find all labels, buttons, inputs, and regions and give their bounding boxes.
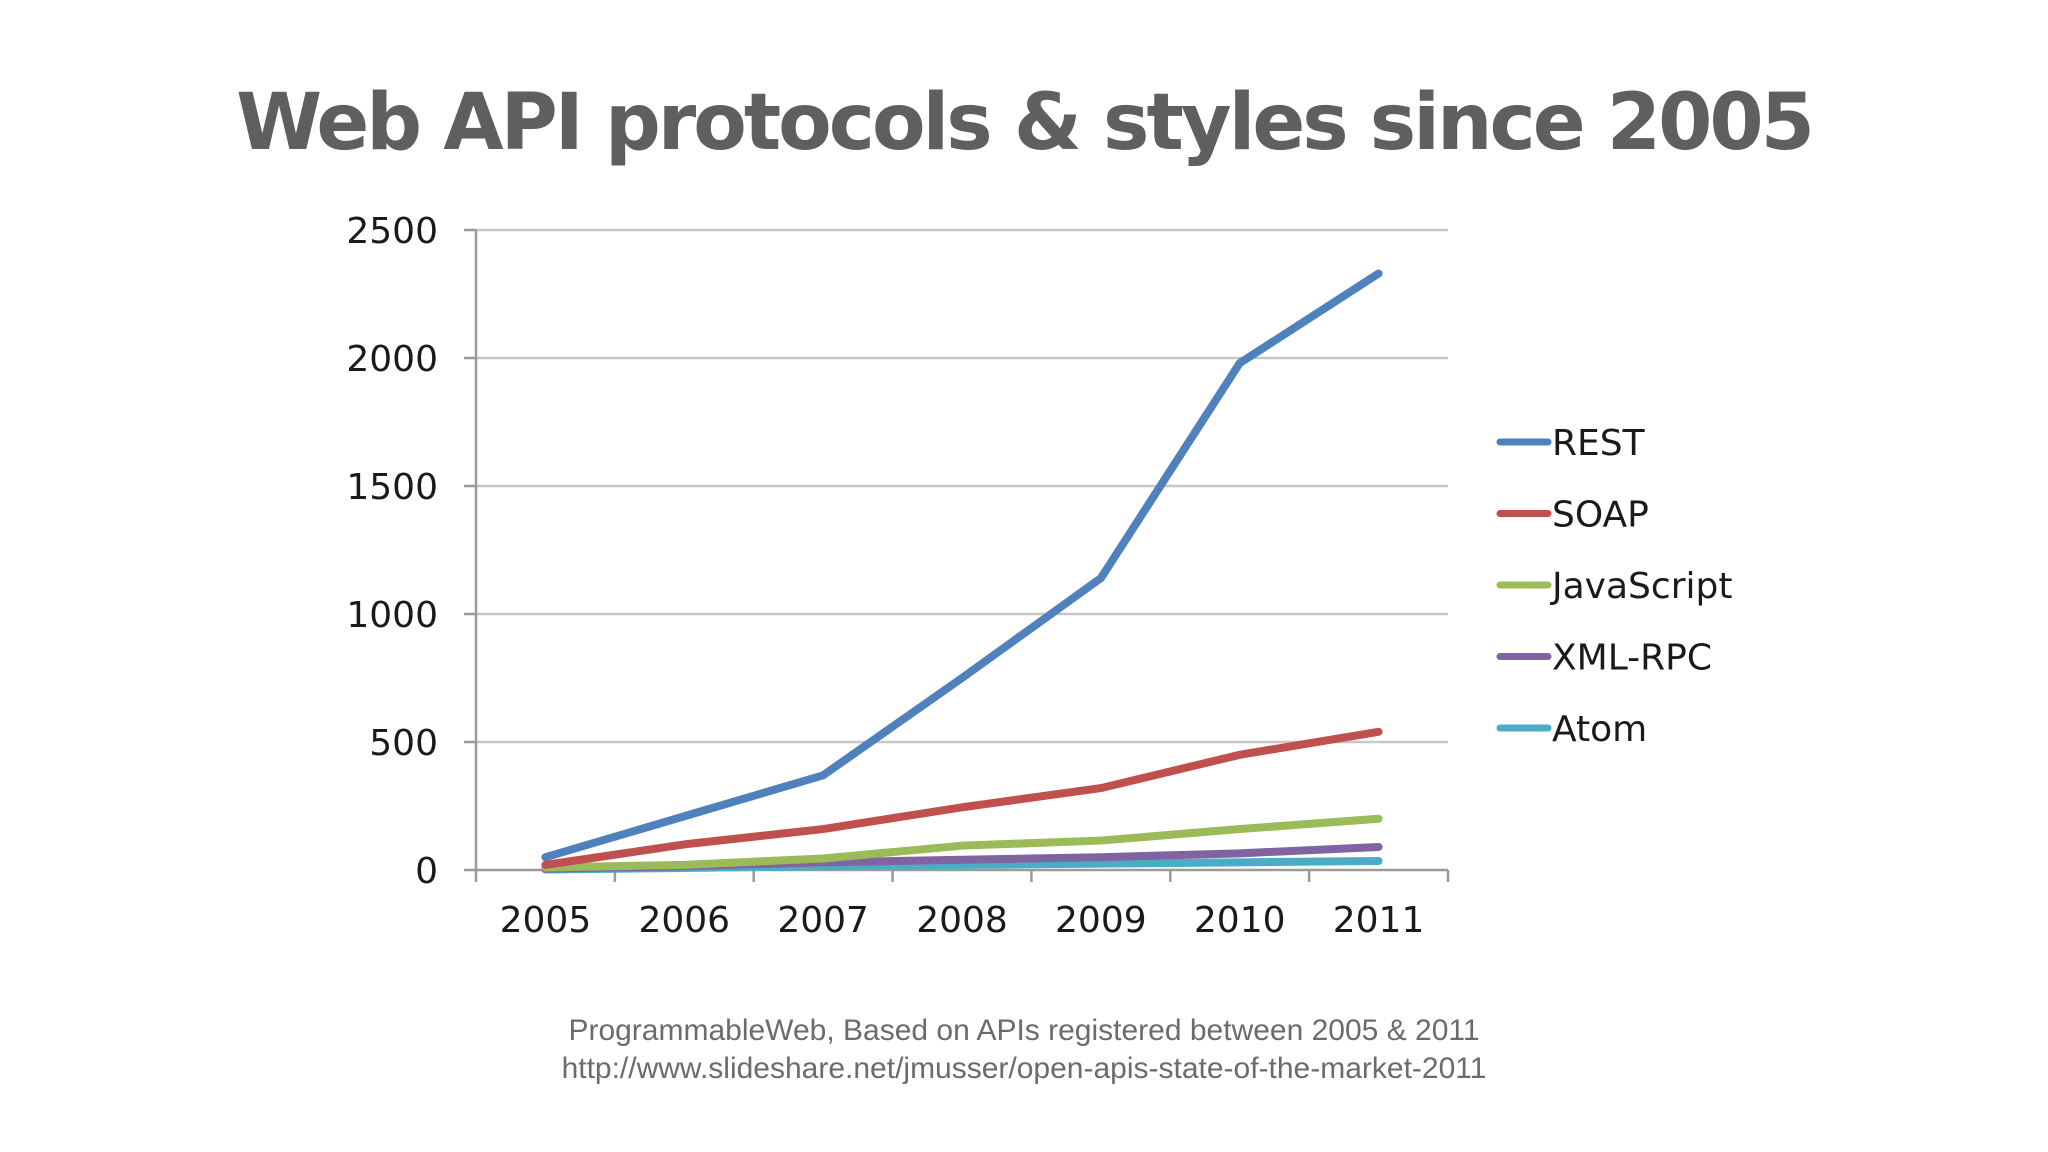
series-line-soap	[541, 727, 1383, 869]
legend-label-rest: REST	[1552, 423, 1646, 464]
y-tick-label: 1500	[346, 467, 438, 508]
series-line-rest	[541, 269, 1383, 862]
slide-title: Web API protocols & styles since 2005	[236, 78, 1815, 168]
series-lines	[541, 269, 1383, 874]
y-tick-label: 2000	[346, 339, 438, 380]
legend-label-xml-rpc: XML-RPC	[1552, 638, 1712, 679]
legend-label-atom: Atom	[1552, 709, 1647, 750]
source-url: http://www.slideshare.net/jmusser/open-a…	[561, 1052, 1487, 1085]
x-tick-label: 2009	[1055, 900, 1147, 941]
x-tick-label: 2006	[638, 900, 730, 941]
y-tick-labels: 0 500 1000 1500 2000 2500	[346, 211, 438, 892]
x-tick-labels: 2005 2006 2007 2008 2009 2010 2011	[500, 900, 1425, 941]
source-citation: ProgrammableWeb, Based on APIs registere…	[568, 1014, 1480, 1047]
y-tick-label: 1000	[346, 595, 438, 636]
x-tick-label: 2008	[916, 900, 1008, 941]
y-tick-label: 500	[369, 723, 438, 764]
grid-lines	[476, 228, 1448, 744]
legend: REST SOAP JavaScript XML-RPC Atom	[1496, 423, 1732, 750]
y-tick-label: 2500	[346, 211, 438, 252]
series-line-javascript	[541, 814, 1383, 872]
y-tick-label: 0	[415, 851, 438, 892]
x-tick-label: 2005	[500, 900, 592, 941]
legend-label-soap: SOAP	[1552, 495, 1649, 536]
x-tick-label: 2010	[1194, 900, 1286, 941]
x-tick-label: 2007	[777, 900, 869, 941]
legend-label-javascript: JavaScript	[1550, 566, 1732, 607]
x-tick-label: 2011	[1333, 900, 1425, 941]
